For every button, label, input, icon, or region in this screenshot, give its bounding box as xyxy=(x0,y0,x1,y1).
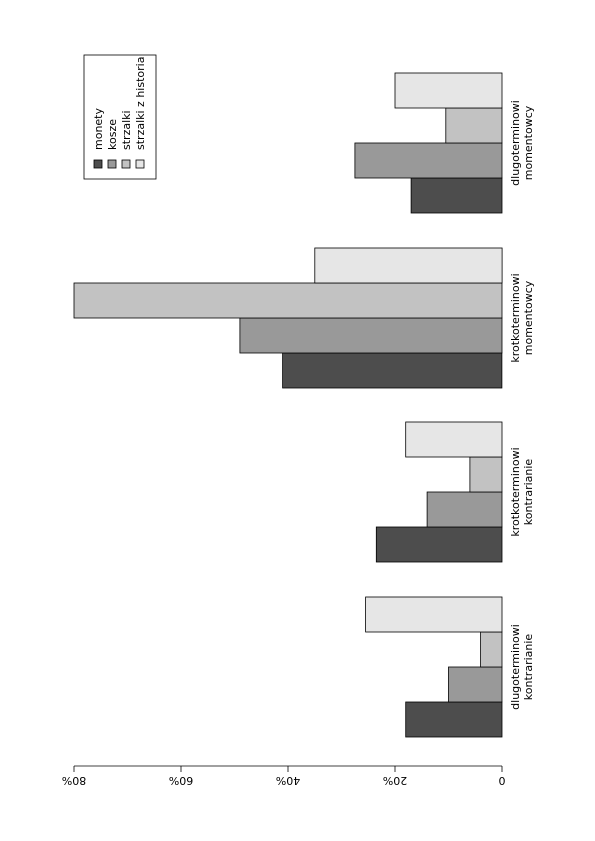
bar-strzalki-z-historia-2 xyxy=(314,247,503,284)
value-axis-tick-label: 40% xyxy=(276,774,300,787)
bar-strzalki-1 xyxy=(469,456,503,493)
legend-swatch-monety xyxy=(93,159,103,169)
bar-strzalki-z-historia-0 xyxy=(365,596,503,633)
value-axis: 0 20% 40% 60% 80% xyxy=(62,765,506,787)
value-axis-tick-label: 60% xyxy=(169,774,193,787)
legend-swatch-strzalki-z-historia xyxy=(135,159,145,169)
category-label-1: krotkoterminowikontrarianie xyxy=(509,447,535,536)
legend-swatch-strzalki xyxy=(121,159,131,169)
bars-group xyxy=(73,72,503,738)
legend: monety kosze strzalki strzalki z historia xyxy=(83,54,157,180)
category-labels: dlugoterminowikontrarianie krotkoterminow… xyxy=(509,100,535,710)
legend-label-strzalki: strzalki xyxy=(120,110,133,150)
legend-label-strzalki-z-historia: strzalki z historia xyxy=(134,57,147,150)
bar-monety-2 xyxy=(282,352,503,389)
legend-label-kosze: kosze xyxy=(106,119,119,150)
legend-box xyxy=(83,54,157,180)
bar-kosze-3 xyxy=(354,142,503,179)
value-axis-tick-label: 80% xyxy=(62,774,86,787)
legend-swatch-kosze xyxy=(107,159,117,169)
category-label-0: dlugoterminowikontrarianie xyxy=(509,624,535,710)
bar-kosze-2 xyxy=(239,317,503,354)
bar-monety-1 xyxy=(375,526,503,563)
value-axis-tick-label: 20% xyxy=(383,774,407,787)
bar-monety-0 xyxy=(405,701,503,738)
value-axis-tick-label: 0 xyxy=(499,774,506,787)
category-label-2: krotkoterminowimomentowcy xyxy=(509,273,535,362)
bar-strzalki-z-historia-1 xyxy=(405,421,503,458)
bar-monety-3 xyxy=(410,177,503,214)
category-label-3: dlugoterminowimomentowcy xyxy=(509,100,535,186)
legend-label-monety: monety xyxy=(92,108,105,150)
bar-kosze-1 xyxy=(426,491,503,528)
bar-strzalki-2 xyxy=(73,282,503,319)
bar-strzalki-0 xyxy=(480,631,503,668)
bar-strzalki-z-historia-3 xyxy=(394,72,503,109)
bar-strzalki-3 xyxy=(445,107,503,144)
bar-kosze-0 xyxy=(448,666,503,703)
